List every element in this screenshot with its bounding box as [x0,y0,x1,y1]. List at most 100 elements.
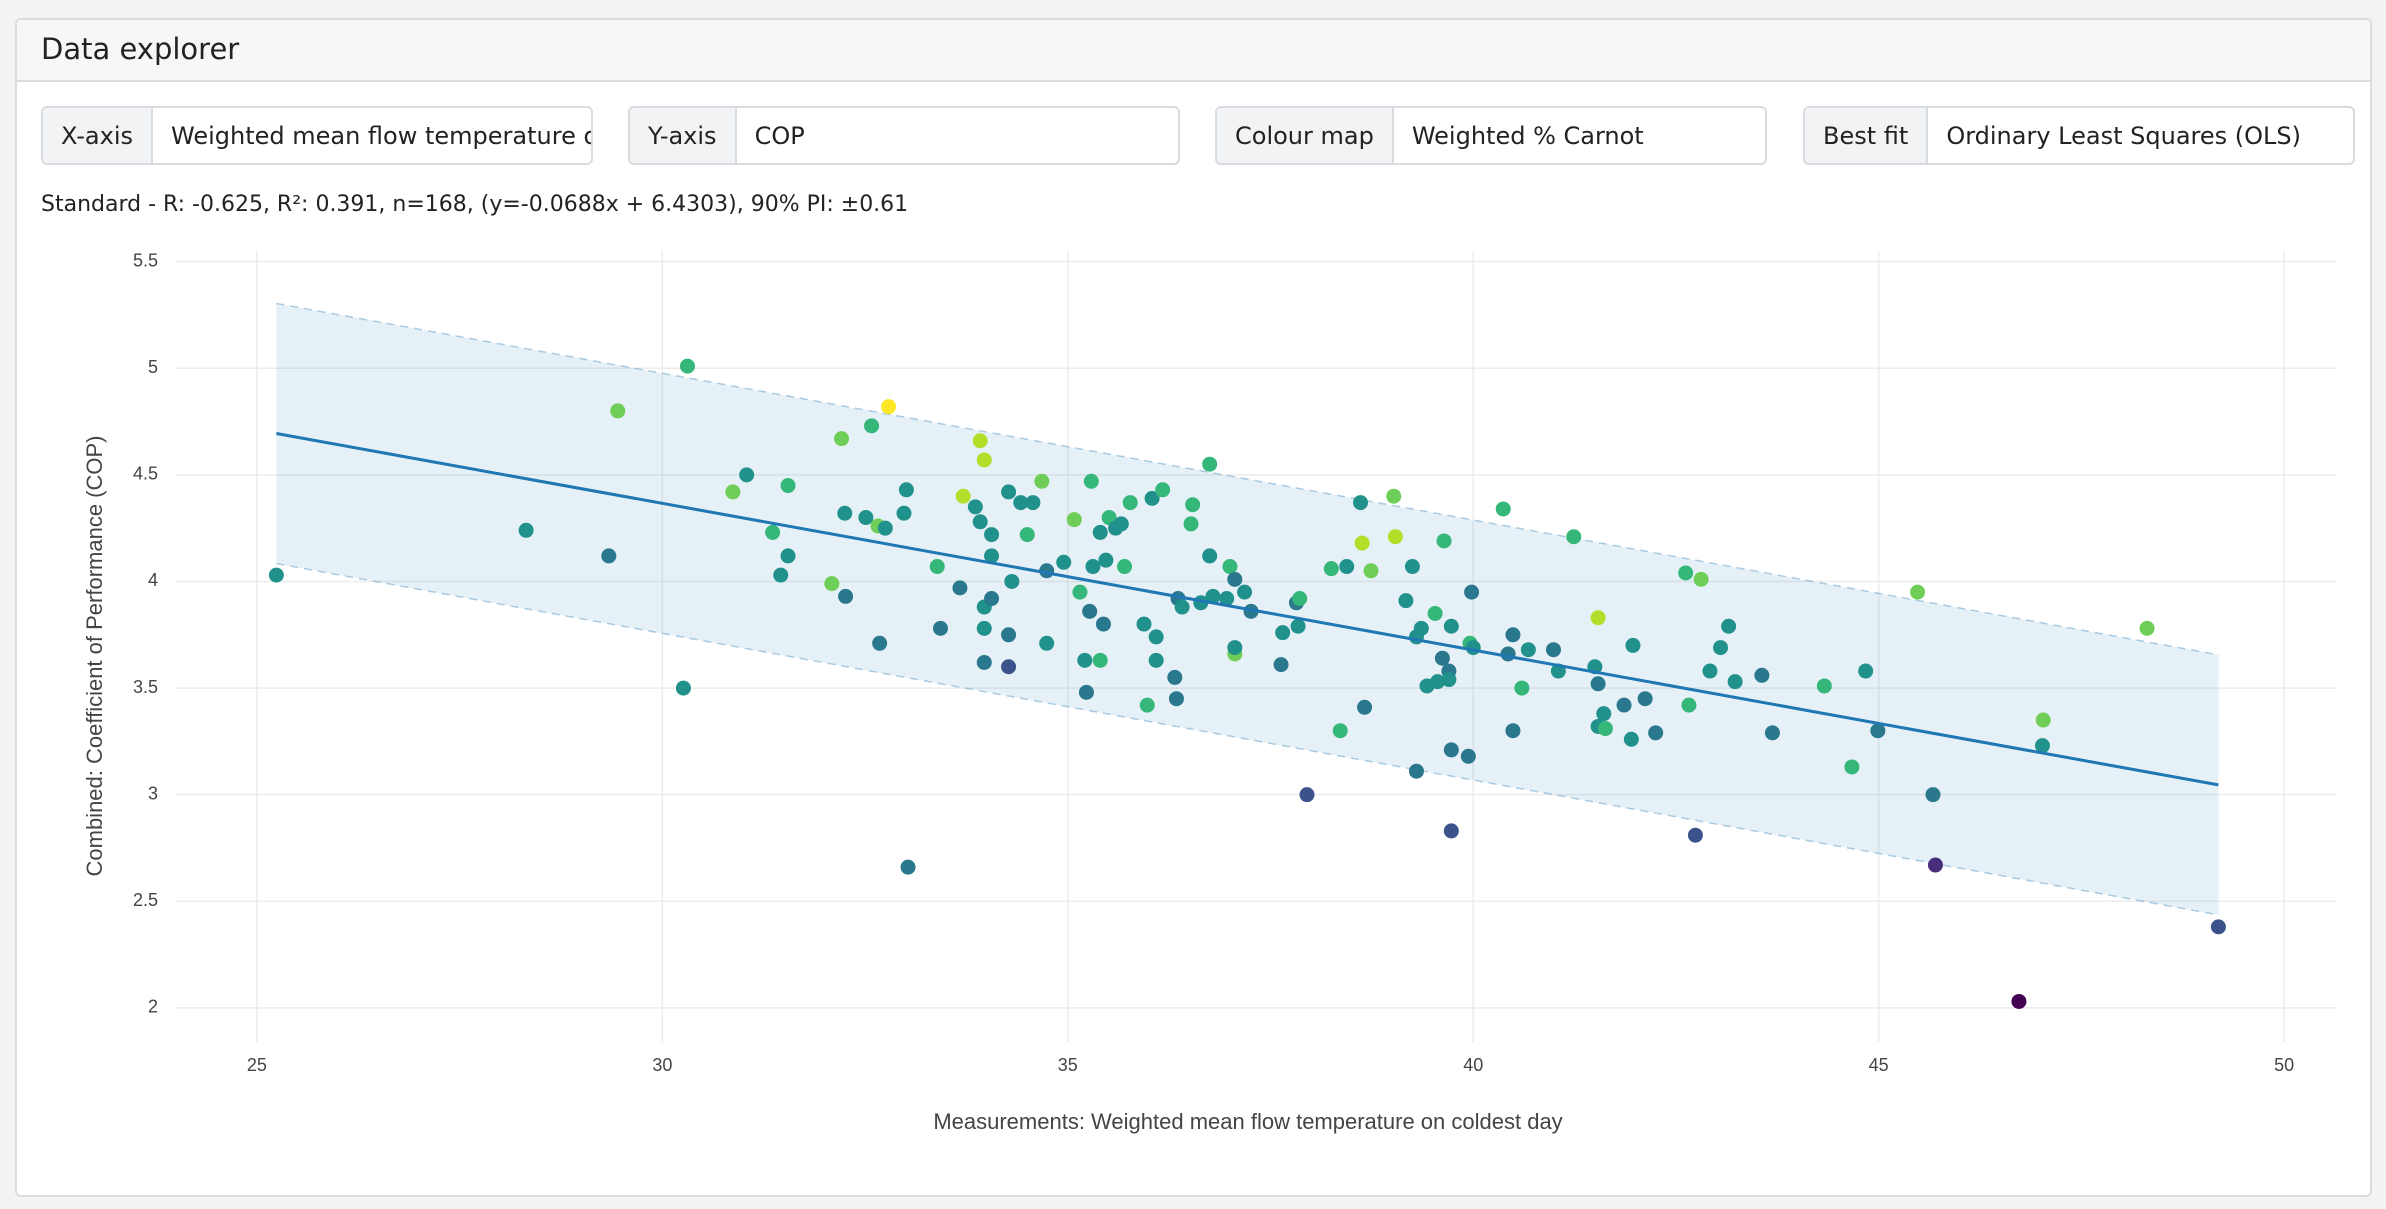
data-point [1082,603,1098,619]
data-point [1625,637,1641,653]
data-point [765,524,781,540]
y-axis-select[interactable]: Y-axis COP [628,106,1180,165]
fit-stats: Standard - R: -0.625, R²: 0.391, n=168, … [41,192,909,217]
data-point [1816,678,1832,694]
data-point [1290,618,1306,634]
select-value[interactable]: Weighted mean flow temperature on coldes… [171,121,591,150]
best-fit-select[interactable]: Best fit Ordinary Least Squares (OLS) [1803,106,2355,165]
data-point [1092,524,1108,540]
data-point [601,548,617,564]
data-point [1616,697,1632,713]
data-point [858,510,874,526]
data-point [1436,533,1452,549]
data-point [972,514,988,530]
data-point [1136,616,1152,632]
data-point [972,433,988,449]
data-point [1443,742,1459,758]
data-point [984,591,1000,607]
data-point [1227,571,1243,587]
data-point [1148,652,1164,668]
data-point [1001,484,1017,500]
data-point [1596,706,1612,722]
data-point [1514,680,1530,696]
data-point [1139,697,1155,713]
data-point [1025,495,1041,511]
y-tick-label: 4 [148,570,158,590]
data-point [1721,618,1737,634]
select-value[interactable]: Weighted % Carnot [1411,121,1644,150]
data-point [1001,627,1017,643]
data-point [1443,618,1459,634]
select-label: Y-axis [630,108,737,163]
data-point [1148,629,1164,645]
data-point [1505,723,1521,739]
data-point [739,467,755,483]
y-axis-title: Combined: Coefficient of Performance (CO… [82,436,107,877]
data-point [929,559,945,575]
data-point [984,527,1000,543]
data-point [1339,559,1355,575]
data-point [1434,650,1450,666]
data-point [984,548,1000,564]
data-point [1858,663,1874,679]
card-title: Data explorer [41,32,240,66]
data-point [1693,571,1709,587]
data-point [675,680,691,696]
data-point [1441,672,1457,688]
data-point [1545,642,1561,658]
data-explorer-card: Data explorer X-axis Weighted mean flow t… [15,18,2372,1197]
data-point [864,418,880,434]
y-tick-label: 4.5 [133,464,158,484]
x-tick-label: 30 [652,1055,672,1075]
data-point [725,484,741,500]
data-point [1174,599,1190,615]
data-point [1354,535,1370,551]
data-point [1167,669,1183,685]
data-point [1323,561,1339,577]
data-point [1566,529,1582,545]
data-point [2035,712,2051,728]
data-point [1713,640,1729,656]
data-point [1408,763,1424,779]
data-point [1202,456,1218,472]
data-point [955,488,971,504]
data-point [1237,584,1253,600]
y-tick-label: 3 [148,783,158,803]
data-point [1413,620,1429,636]
data-point [976,620,992,636]
data-point [1078,684,1094,700]
data-point [1085,559,1101,575]
data-point [1386,488,1402,504]
x-axis-select[interactable]: X-axis Weighted mean flow temperature on … [41,106,593,165]
data-point [1113,516,1129,532]
data-point [1202,548,1218,564]
data-point [679,358,695,374]
data-point [881,399,897,415]
data-point [1754,667,1770,683]
data-point [1764,725,1780,741]
data-point [967,499,983,515]
data-point [1039,635,1055,651]
data-point [1019,527,1035,543]
data-point [1430,674,1446,690]
data-point [1505,627,1521,643]
colour-map-select[interactable]: Colour map Weighted % Carnot [1215,106,1767,165]
y-tick-label: 2 [148,997,158,1017]
data-point [976,452,992,468]
data-point [2210,919,2226,935]
data-point [1678,565,1694,581]
y-tick-label: 3.5 [133,677,158,697]
data-point [1072,584,1088,600]
select-label: Colour map [1217,108,1394,163]
y-tick-label: 5 [148,357,158,377]
select-value[interactable]: COP [754,121,805,150]
data-point [1427,605,1443,621]
data-point [1077,652,1093,668]
select-value[interactable]: Ordinary Least Squares (OLS) [1946,121,2301,150]
data-point [834,431,850,447]
data-point [1155,482,1171,498]
data-point [1083,473,1099,489]
band-edge [276,302,2219,656]
data-point [1353,495,1369,511]
y-tick-label: 5.5 [133,250,158,270]
